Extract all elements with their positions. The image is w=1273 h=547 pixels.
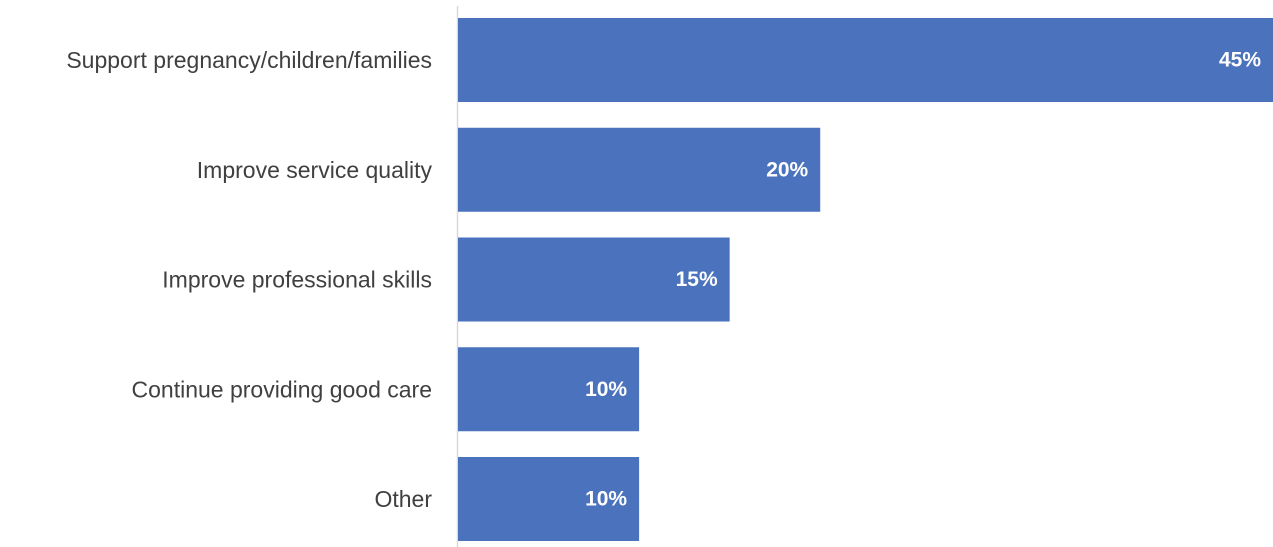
- category-label: Support pregnancy/children/families: [66, 47, 432, 73]
- bar: [458, 347, 640, 432]
- value-label: 20%: [766, 158, 808, 181]
- value-label: 10%: [585, 488, 627, 511]
- category-label: Other: [374, 486, 432, 512]
- value-label: 10%: [585, 378, 627, 401]
- category-label: Improve professional skills: [162, 267, 432, 293]
- bar: [458, 18, 1273, 102]
- category-label: Continue providing good care: [132, 376, 432, 402]
- value-labels-group: 45% 20% 15% 10% 10%: [585, 49, 1261, 511]
- bar: [458, 457, 640, 541]
- bar: [458, 237, 730, 322]
- value-label: 15%: [676, 268, 718, 291]
- category-labels-group: Support pregnancy/children/families Impro…: [66, 47, 432, 512]
- bars-group: [458, 18, 1273, 541]
- category-label: Improve service quality: [197, 157, 433, 183]
- bar: [458, 127, 821, 212]
- value-label: 45%: [1219, 49, 1261, 72]
